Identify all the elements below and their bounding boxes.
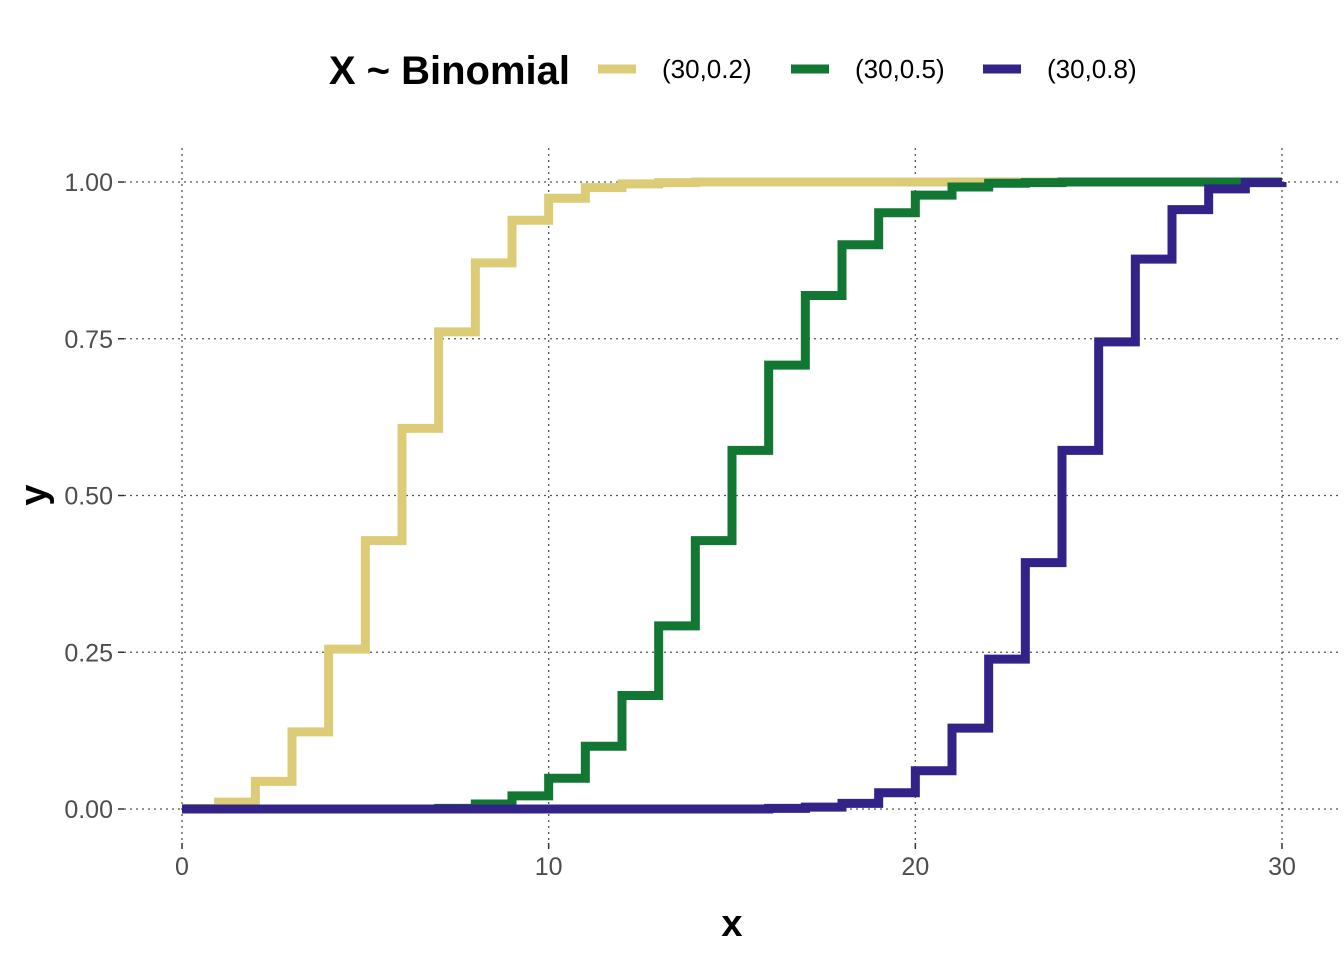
- series-layer: [182, 177, 1287, 814]
- x-tick-label: 10: [535, 853, 563, 881]
- legend-label: (30,0.2): [662, 54, 752, 84]
- legend-label: (30,0.8): [1047, 54, 1137, 84]
- legend-item: (30,0.8): [983, 54, 1137, 84]
- x-tick-label: 0: [175, 853, 189, 881]
- legend-title: X ~ Binomial: [329, 49, 570, 93]
- legend: X ~ Binomial (30,0.2) (30,0.5) (30,0.8): [329, 49, 1137, 93]
- axes: 0.00 0.25 0.50 0.75 1.00 0 10 20 30: [64, 169, 1296, 881]
- y-axis-title: y: [13, 484, 55, 505]
- y-tick-label: 0.75: [64, 326, 113, 354]
- legend-item: (30,0.5): [791, 54, 945, 84]
- x-tick-label: 20: [901, 853, 929, 881]
- y-tick-label: 0.50: [64, 483, 113, 511]
- y-tick-label: 1.00: [64, 169, 113, 197]
- x-tick-label: 30: [1268, 853, 1296, 881]
- legend-label: (30,0.5): [855, 54, 945, 84]
- y-tick-label: 0.00: [64, 796, 113, 824]
- y-tick-label: 0.25: [64, 639, 113, 667]
- series-line-3: [182, 178, 1287, 814]
- x-axis-title: x: [721, 903, 742, 945]
- legend-item: (30,0.2): [598, 54, 752, 84]
